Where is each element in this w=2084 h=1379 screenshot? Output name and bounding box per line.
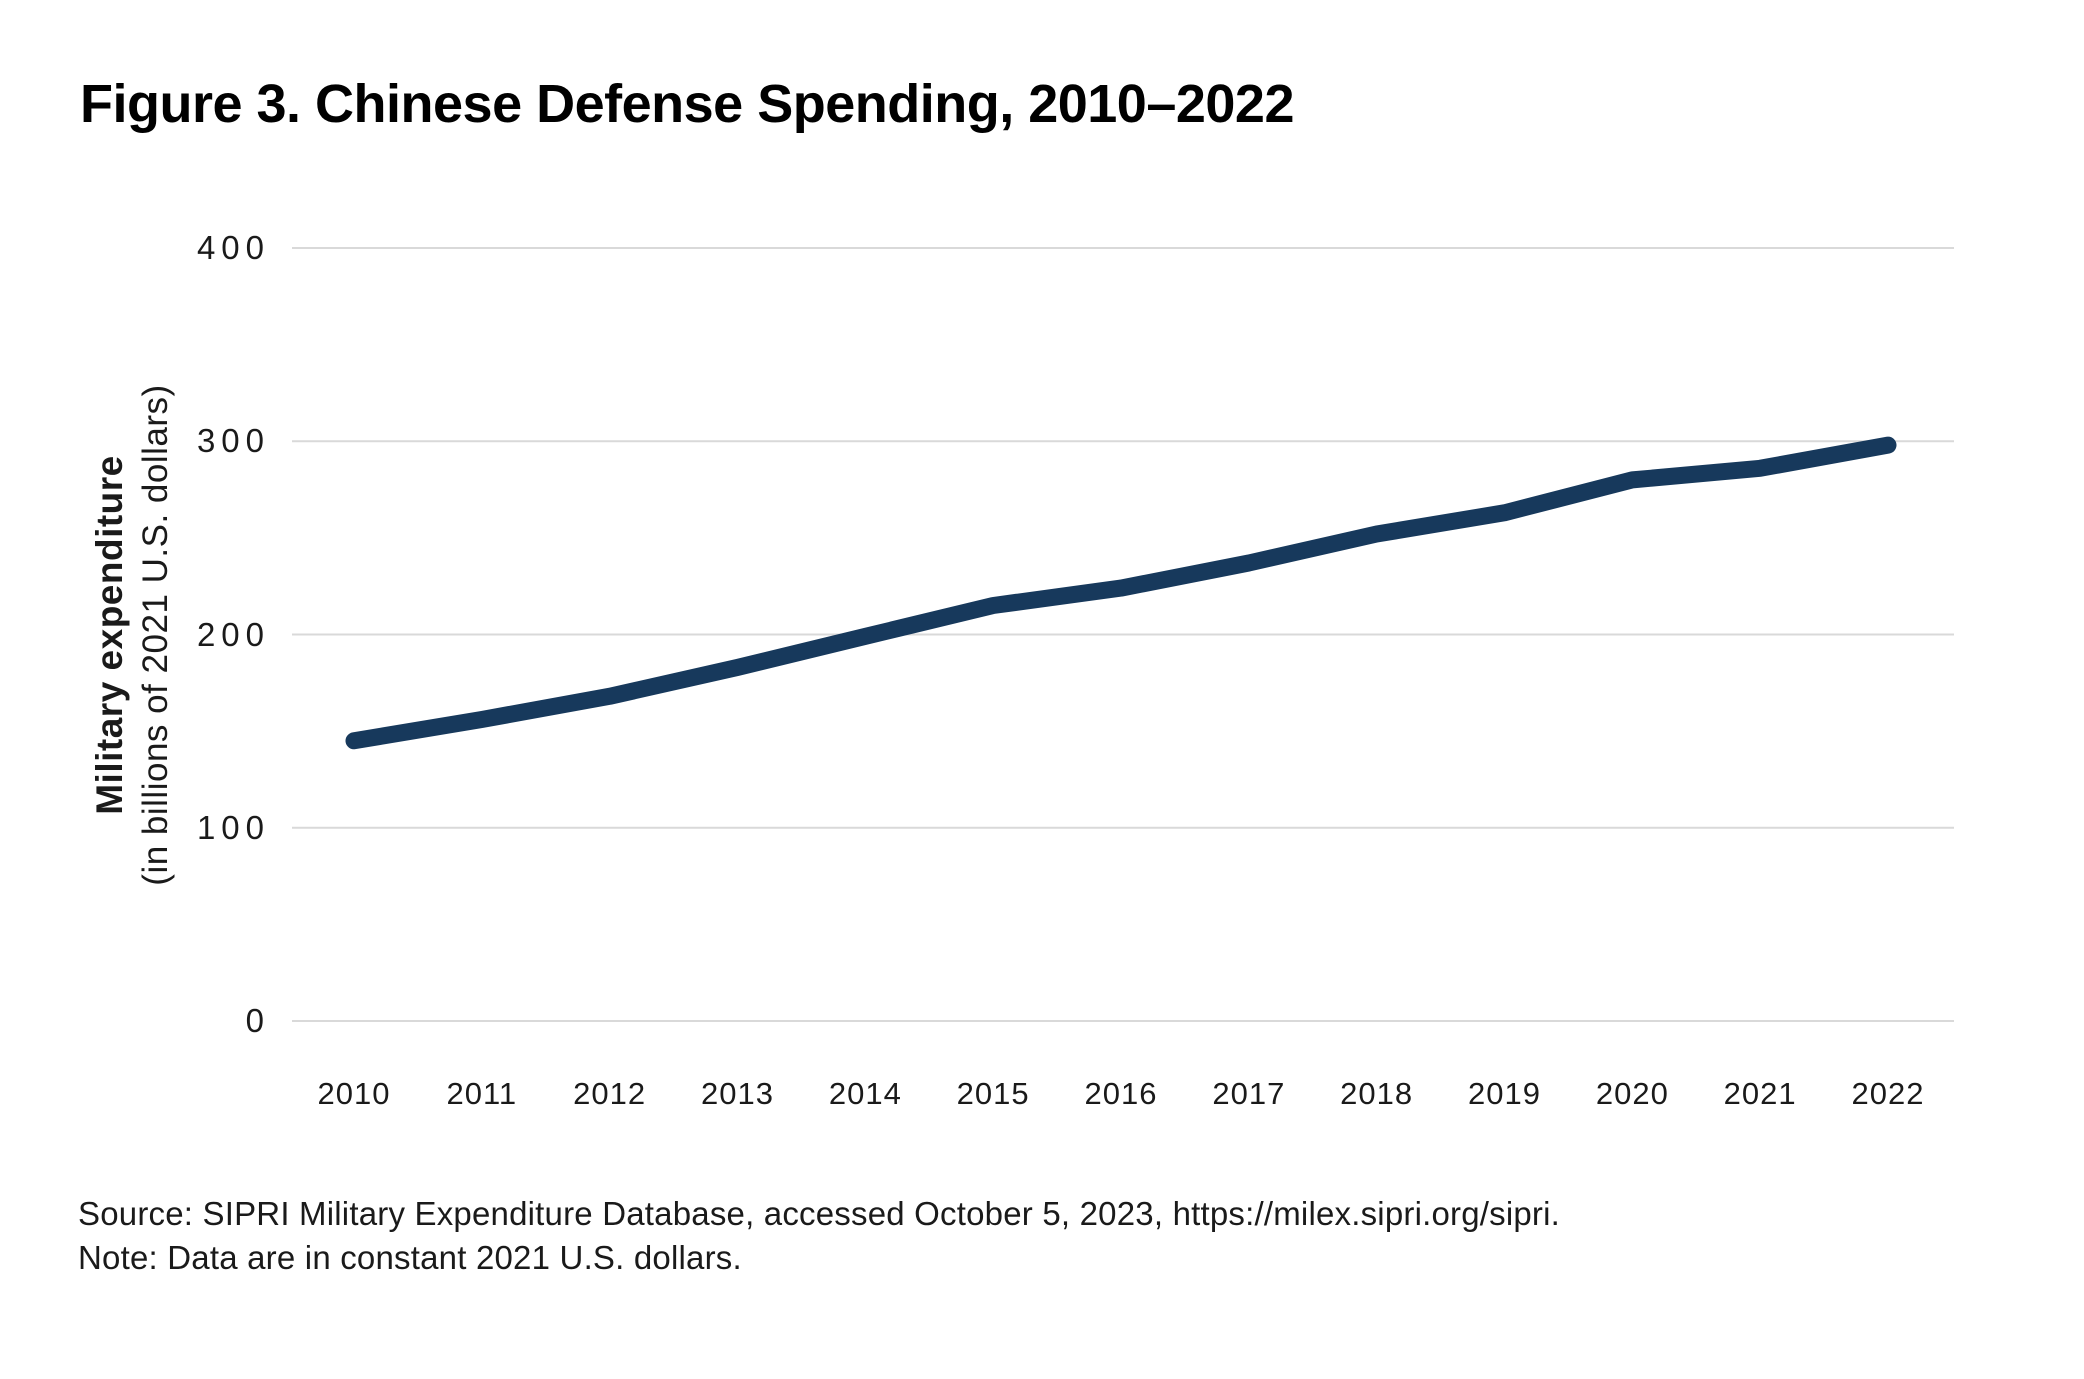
x-tick-label-2010: 2010 — [317, 1076, 391, 1111]
source-text: Source: SIPRI Military Expenditure Datab… — [78, 1195, 1561, 1232]
y-tick-label-400: 400 — [196, 229, 270, 266]
y-tick-label-200: 200 — [196, 615, 270, 653]
x-tick-label-2017: 2017 — [1212, 1076, 1286, 1111]
y-tick-label-300: 300 — [196, 422, 270, 460]
x-tick-label-2011: 2011 — [446, 1076, 518, 1111]
x-tick-label-2019: 2019 — [1468, 1076, 1541, 1111]
x-tick-label-2014: 2014 — [828, 1076, 902, 1111]
x-tick-label-2016: 2016 — [1084, 1076, 1158, 1111]
line-chart — [292, 247, 1954, 1022]
x-tick-label-2021: 2021 — [1723, 1076, 1797, 1111]
x-tick-label-2018: 2018 — [1340, 1076, 1414, 1111]
y-tick-label-0: 0 — [245, 1002, 270, 1039]
note-text: Note: Data are in constant 2021 U.S. dol… — [78, 1239, 742, 1276]
data-line-chinese-defense-spending — [345, 436, 1897, 750]
x-tick-label-2015: 2015 — [956, 1076, 1030, 1111]
x-tick-label-2020: 2020 — [1595, 1076, 1669, 1111]
x-tick-label-2022: 2022 — [1851, 1076, 1925, 1111]
caption: Source: SIPRI Military Expenditure Datab… — [78, 1192, 1560, 1280]
y-tick-label-100: 100 — [196, 808, 270, 846]
x-tick-label-2013: 2013 — [701, 1076, 774, 1111]
x-tick-label-2012: 2012 — [573, 1076, 647, 1111]
figure-title: Figure 3. Chinese Defense Spending, 2010… — [80, 74, 1295, 134]
